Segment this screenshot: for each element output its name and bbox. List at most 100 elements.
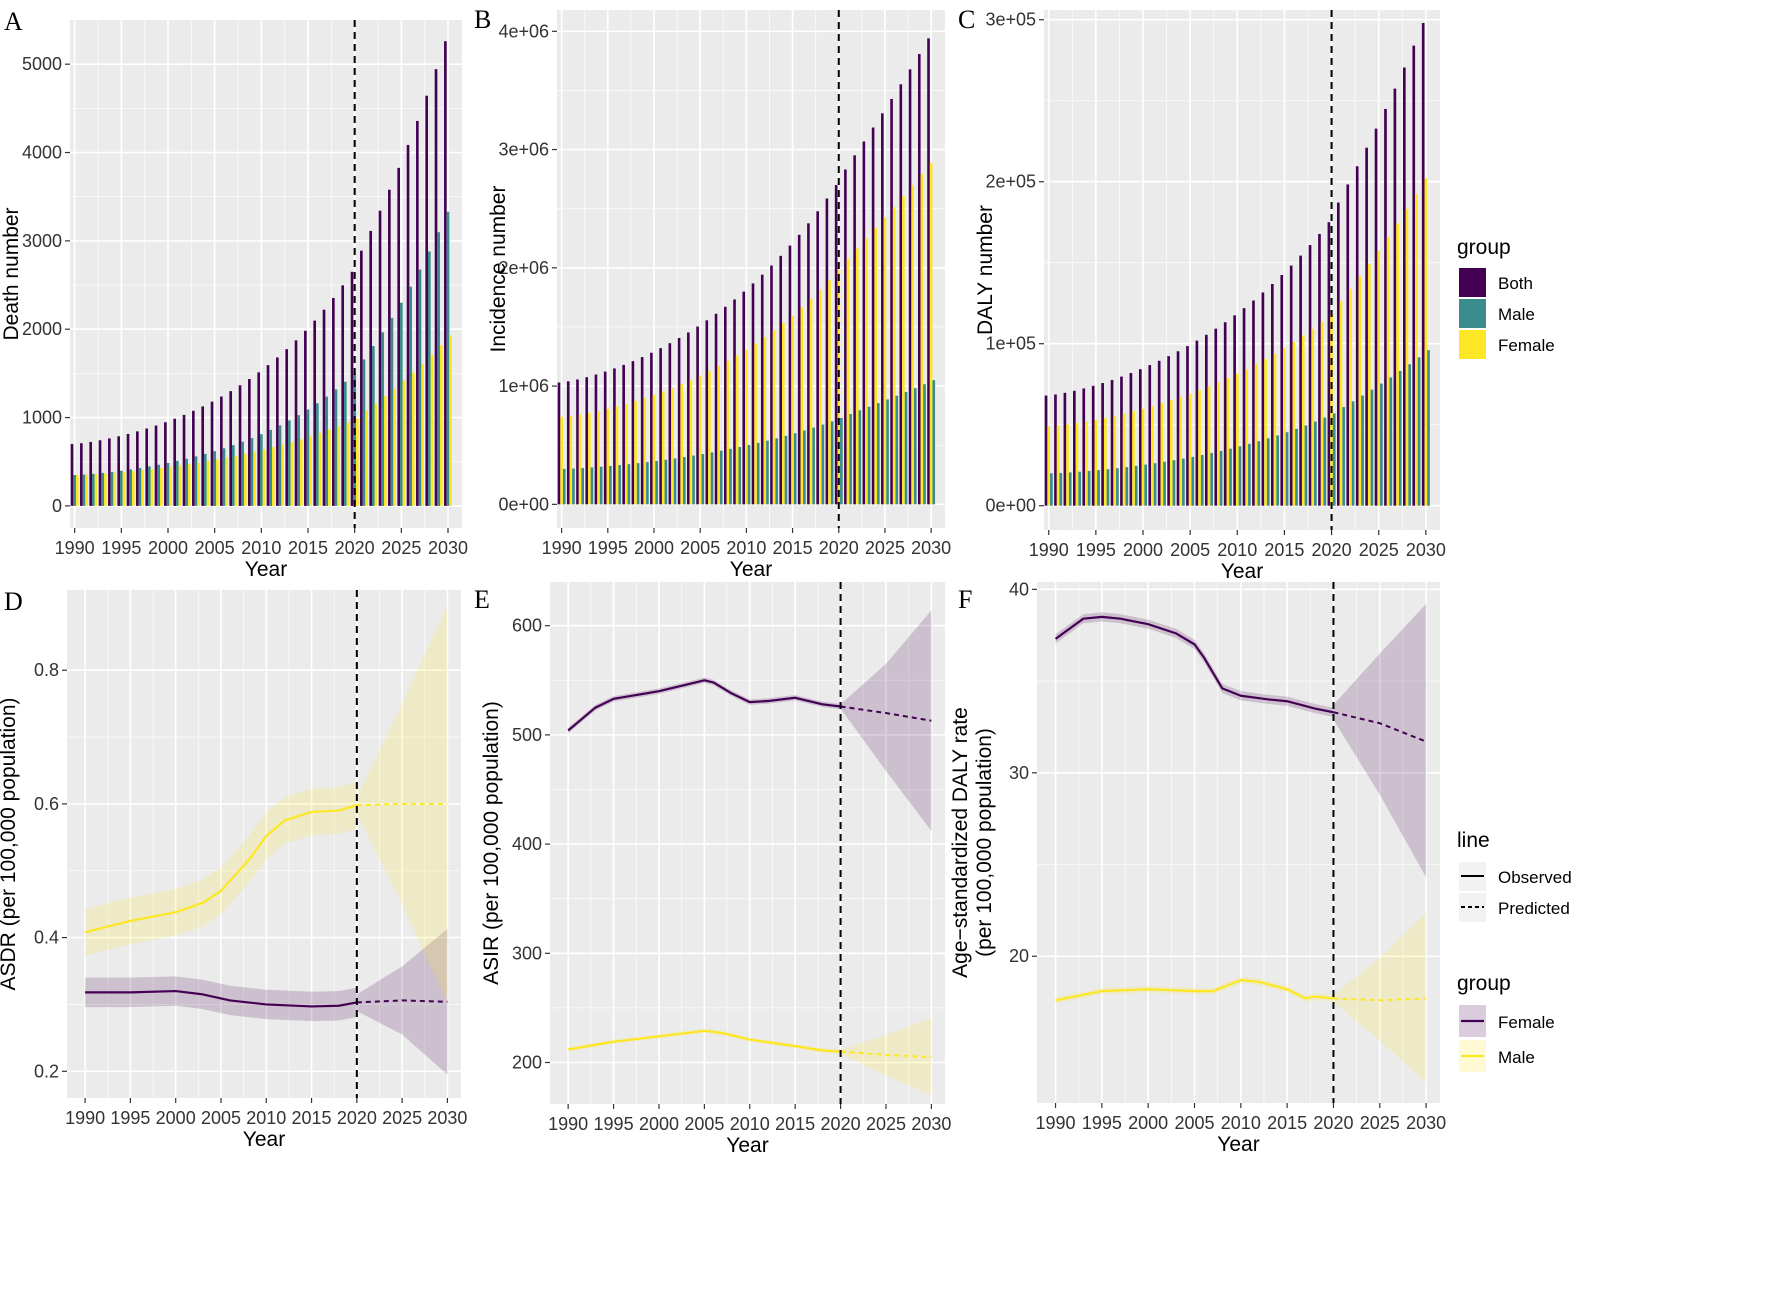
line-observed-male bbox=[1055, 978, 1334, 1002]
ci-band-observed-male bbox=[85, 781, 357, 956]
bar-female bbox=[1396, 223, 1399, 506]
y-tick-label: 4e+06 bbox=[498, 21, 549, 41]
bar-female bbox=[271, 447, 275, 506]
bar-male bbox=[232, 445, 235, 506]
bar-both bbox=[425, 95, 429, 506]
bar-both bbox=[1261, 292, 1265, 506]
bar-male bbox=[129, 469, 132, 506]
x-tick-label: 2000 bbox=[634, 538, 674, 558]
bar-female bbox=[1386, 237, 1390, 506]
x-axis-title: Year bbox=[243, 1128, 285, 1151]
bar-female bbox=[1424, 178, 1428, 506]
legend-label: Female bbox=[1498, 1013, 1555, 1032]
bar-female bbox=[661, 391, 665, 505]
bar-both bbox=[173, 418, 177, 506]
bar-male bbox=[830, 421, 834, 505]
bar-both bbox=[360, 250, 363, 506]
x-tick-label: 2010 bbox=[241, 538, 281, 558]
bar-female bbox=[624, 403, 628, 505]
bar-male bbox=[1389, 377, 1393, 506]
bar-female bbox=[281, 444, 284, 506]
bar-female bbox=[449, 335, 452, 506]
bar-male bbox=[1257, 441, 1261, 506]
y-axis-title: ASIR (per 100,000 population) bbox=[480, 701, 503, 985]
bar-both bbox=[1129, 373, 1133, 506]
bar-both bbox=[1421, 22, 1425, 506]
bar-both bbox=[388, 189, 391, 506]
y-axis-title: (per 100,000 population) bbox=[973, 728, 996, 957]
bar-male bbox=[381, 332, 384, 506]
x-tick-label: 2010 bbox=[730, 1114, 770, 1134]
bar-both bbox=[220, 396, 223, 506]
panel-label: C bbox=[958, 5, 975, 34]
bar-male bbox=[609, 465, 612, 505]
bar-male bbox=[1323, 417, 1327, 506]
panel-d: 1990 1995 2000 2005 2010 2015 2020 2025 2030 0.2 0… bbox=[0, 587, 467, 1151]
plot-background bbox=[557, 10, 945, 528]
bar-female bbox=[383, 396, 387, 506]
x-tick-label: 2010 bbox=[726, 538, 766, 558]
bar-both bbox=[853, 155, 856, 505]
bar-female bbox=[1283, 347, 1286, 506]
bar-female bbox=[355, 418, 359, 506]
legend-key-both bbox=[1459, 268, 1486, 297]
y-tick-label: 500 bbox=[512, 725, 542, 745]
bar-male bbox=[1219, 450, 1223, 506]
bar-male bbox=[138, 467, 142, 506]
bar-female bbox=[902, 196, 905, 505]
bar-both bbox=[834, 185, 838, 505]
bar-male bbox=[766, 440, 769, 505]
bar-male bbox=[1417, 357, 1421, 506]
bar-both bbox=[182, 414, 186, 506]
x-axis-title: Year bbox=[1221, 560, 1263, 583]
bar-male bbox=[1295, 428, 1298, 506]
bar-male bbox=[867, 406, 871, 505]
bar-female bbox=[818, 289, 822, 505]
bar-both bbox=[1148, 365, 1152, 506]
bar-male bbox=[886, 399, 889, 505]
bar-male bbox=[692, 455, 695, 505]
x-tick-label: 1990 bbox=[1029, 540, 1069, 560]
bar-both bbox=[723, 306, 727, 505]
bar-female bbox=[846, 258, 850, 505]
x-tick-label: 2030 bbox=[427, 1108, 467, 1128]
bar-female bbox=[634, 401, 637, 505]
bar-male bbox=[895, 395, 899, 505]
panel-label: B bbox=[474, 5, 491, 34]
bar-male bbox=[222, 448, 226, 506]
line-predicted-male bbox=[1333, 997, 1427, 1002]
x-tick-label: 2015 bbox=[1267, 1113, 1307, 1133]
bar-male bbox=[664, 459, 668, 505]
bar-female bbox=[197, 462, 200, 506]
bar-both bbox=[844, 169, 847, 505]
bar-female bbox=[299, 439, 303, 506]
bar-female bbox=[374, 403, 378, 506]
panel-f: 1990 1995 2000 2005 2010 2015 2020 2025 20302030… bbox=[949, 579, 1446, 1156]
x-axis-title: Year bbox=[726, 1134, 768, 1157]
bar-male bbox=[176, 460, 179, 506]
bar-female bbox=[1141, 408, 1145, 506]
y-tick-label: 300 bbox=[512, 943, 542, 963]
x-tick-label: 2020 bbox=[335, 538, 375, 558]
x-tick-label: 2005 bbox=[195, 538, 235, 558]
bar-both bbox=[201, 406, 205, 506]
bar-female bbox=[1415, 194, 1418, 506]
bar-female bbox=[1207, 386, 1211, 506]
x-tick-label: 2020 bbox=[1312, 540, 1352, 560]
bar-female bbox=[597, 410, 600, 505]
bar-female bbox=[1377, 250, 1381, 506]
bar-female bbox=[1264, 359, 1267, 506]
y-tick-label: 0.2 bbox=[34, 1061, 59, 1081]
bar-male bbox=[747, 445, 751, 505]
bar-male bbox=[260, 434, 263, 506]
bar-male bbox=[1248, 443, 1251, 506]
bar-both bbox=[687, 332, 690, 505]
bar-male bbox=[784, 435, 788, 505]
bar-both bbox=[1138, 369, 1142, 506]
bar-female bbox=[1358, 276, 1362, 506]
legend-line: line Observed Predicted bbox=[1457, 829, 1572, 922]
bar-female bbox=[141, 470, 144, 506]
bar-both bbox=[816, 211, 819, 505]
bar-female bbox=[735, 355, 739, 505]
bar-both bbox=[145, 428, 149, 506]
